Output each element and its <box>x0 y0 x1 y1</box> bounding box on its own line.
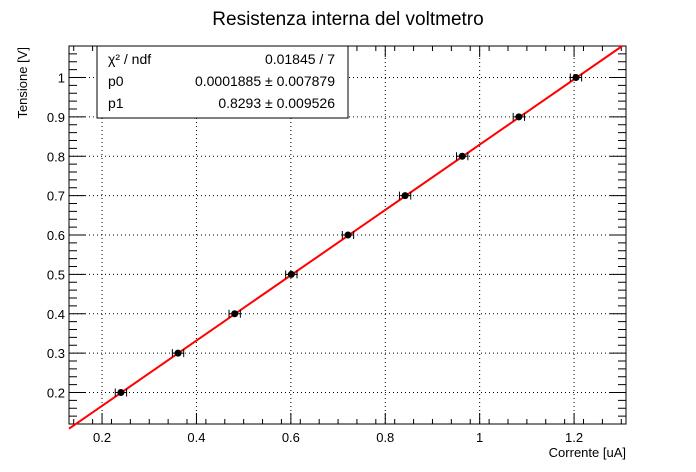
y-tick-label: 0.6 <box>47 228 65 243</box>
chart-title: Resistenza interna del voltmetro <box>212 9 483 30</box>
stats-label: p1 <box>108 95 124 111</box>
stats-box-frame <box>96 45 349 119</box>
data-point <box>401 192 409 200</box>
y-tick-label: 0.8 <box>47 149 65 164</box>
y-tick-label: 0.4 <box>47 307 65 322</box>
data-point <box>344 231 352 239</box>
data-point <box>515 113 523 121</box>
stats-label: p0 <box>108 73 124 89</box>
stats-label: χ² / ndf <box>108 51 151 67</box>
y-tick-label: 0.2 <box>47 386 65 401</box>
y-tick-label: 0.9 <box>47 110 65 125</box>
x-axis-title: Corrente [uA] <box>549 445 626 460</box>
x-tick-label: 0.8 <box>376 430 394 445</box>
y-tick-label: 0.5 <box>47 267 65 282</box>
data-point <box>117 389 125 396</box>
y-tick-label: 0.3 <box>47 346 65 361</box>
stats-value: 0.01845 / 7 <box>265 51 335 67</box>
x-tick-label: 1.2 <box>565 430 583 445</box>
data-points <box>114 73 583 397</box>
stats-box: χ² / ndf 0.01845 / 7 p0 0.0001885 ± 0.00787… <box>96 45 349 119</box>
data-point <box>287 270 295 278</box>
data-point <box>572 74 580 81</box>
x-tick-label: 1 <box>476 430 483 445</box>
stats-value: 0.0001885 ± 0.007879 <box>195 73 335 89</box>
data-point <box>231 310 239 318</box>
x-tick-label: 0.4 <box>187 430 205 445</box>
axes: 0.2 0.4 0.6 0.8 1 1.2 0.2 0.3 0.4 0.5 0.6 0.7 0.8 0.9… <box>47 45 627 445</box>
y-tick-label: 1 <box>58 71 65 86</box>
x-tick-label: 0.6 <box>282 430 300 445</box>
y-axis-title: Tensione [V] <box>15 47 30 119</box>
stats-value: 0.8293 ± 0.009526 <box>218 95 335 111</box>
x-tick-label: 0.2 <box>93 430 111 445</box>
data-point <box>174 349 182 357</box>
y-tick-label: 0.7 <box>47 189 65 204</box>
data-point <box>458 152 466 160</box>
